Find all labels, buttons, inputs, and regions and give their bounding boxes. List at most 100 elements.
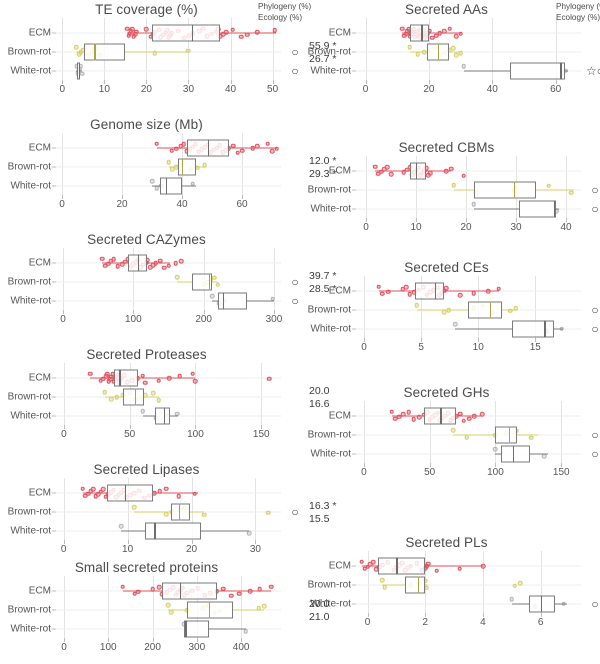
panel-title: TE coverage (%) — [95, 2, 198, 17]
data-point — [568, 190, 574, 196]
whisker-high — [190, 511, 205, 513]
whisker-high — [555, 603, 567, 605]
significance-marker: ○ — [291, 45, 299, 59]
panel-title: Secreted PLs — [405, 535, 488, 550]
data-point — [496, 286, 502, 291]
y-tick-mark — [52, 609, 56, 611]
gridline-vertical — [555, 18, 557, 84]
whisker-low — [495, 453, 501, 455]
y-tick-mark — [52, 51, 56, 53]
data-point — [359, 559, 365, 564]
boxplot-median — [544, 320, 546, 338]
x-axis-tick-label: 200 — [144, 642, 161, 653]
x-axis-tick-label: 20 — [116, 199, 128, 210]
panel-secreted-cazymes: Secreted CAZymes 0 100 200 300 ECM Brown-rot Wh… — [8, 232, 341, 336]
x-axis-tick-label: 0 — [60, 544, 67, 555]
data-point — [73, 44, 79, 50]
row-label-white-rot: White-rot — [10, 180, 51, 192]
data-point — [450, 45, 456, 51]
whisker-low — [156, 147, 187, 149]
x-axis-tick-label: 10 — [472, 342, 484, 353]
tick-mark — [133, 310, 135, 314]
data-point — [186, 48, 191, 54]
data-point — [157, 258, 163, 263]
gridline-vertical — [365, 18, 367, 84]
phylogeny-value: 12.0 * — [309, 154, 337, 167]
gridline-horizontal — [48, 281, 281, 283]
gridline-vertical — [540, 551, 542, 617]
data-point — [238, 34, 244, 40]
data-point — [265, 141, 270, 147]
boxplot-box — [495, 426, 517, 444]
data-point — [265, 510, 271, 515]
whisker-high — [137, 377, 196, 379]
data-point — [512, 583, 517, 588]
data-point — [528, 435, 534, 441]
x-axis-tick-label: 40 — [560, 222, 572, 233]
boxplot-median — [437, 43, 440, 61]
plot-area: 0 5 10 15 ECM Brown-rot White-rot ○ ○ — [308, 276, 599, 353]
tick-mark — [366, 218, 367, 222]
data-point — [154, 185, 159, 191]
boxplot-box — [409, 24, 429, 42]
ecology-value: 26.7 * — [309, 53, 337, 66]
row-label-white-rot: White-rot — [10, 623, 51, 635]
panel-statistics: 20.0 16.6 — [309, 385, 329, 412]
whisker-low — [142, 415, 155, 417]
row-label-white-rot: White-rot — [10, 65, 51, 77]
gridline-vertical — [62, 133, 63, 199]
x-axis-tick-label: 0 — [362, 84, 369, 95]
boxplot-median — [178, 503, 181, 521]
boxplot-median — [163, 407, 166, 425]
whisker-low — [381, 584, 406, 586]
whisker-high — [247, 300, 274, 302]
row-label-brown-rot: Brown-rot — [307, 184, 351, 196]
whisker-high — [147, 262, 170, 264]
data-point — [230, 143, 236, 148]
data-point — [108, 397, 114, 402]
data-point — [541, 453, 547, 459]
data-point — [461, 63, 467, 69]
panel-statistics: 20.0 21.0 — [309, 598, 329, 625]
data-point — [152, 50, 158, 56]
y-tick-mark — [52, 590, 56, 592]
boxplot-box — [151, 24, 220, 42]
data-point — [201, 512, 207, 518]
tick-mark — [63, 638, 65, 642]
data-point — [163, 486, 169, 492]
whisker-low — [76, 51, 85, 53]
tick-mark — [196, 638, 198, 642]
whisker-high — [456, 415, 483, 417]
data-point — [471, 201, 476, 207]
y-tick-mark — [352, 565, 356, 567]
boxplot-median — [222, 292, 225, 310]
boxplot-median — [182, 158, 184, 176]
x-axis-tick-label: 0 — [59, 84, 66, 95]
data-point — [509, 596, 515, 602]
significance-marker: ○ — [591, 321, 599, 336]
x-axis-tick-label: 150 — [252, 429, 270, 440]
stat-header-phylogeny: Phylogeny (%) — [258, 2, 312, 11]
plot-area: 0 100 200 300 ECM Brown-rot White-rot ○ ○ — [8, 248, 299, 325]
boxplot-box — [84, 43, 125, 61]
boxplot-median — [208, 601, 211, 619]
boxplot-box — [177, 158, 196, 176]
whisker-low — [455, 328, 513, 330]
x-axis-tick-label: 10 — [98, 84, 110, 95]
row-label-white-rot: White-rot — [310, 65, 351, 77]
tick-mark — [566, 218, 567, 222]
panel-genome-size-mb: Genome size (Mb) 0 20 40 60 ECM Brown-rot White… — [8, 117, 341, 221]
boxplot-box — [424, 407, 456, 425]
x-axis-tick-label: 40 — [486, 84, 498, 95]
row-label-white-rot: White-rot — [10, 295, 51, 307]
boxplot-median — [421, 24, 423, 42]
data-point — [169, 148, 174, 154]
boxplot-box — [191, 273, 213, 291]
boxplot-box — [467, 301, 503, 319]
tick-mark — [466, 218, 467, 222]
whisker-high — [170, 415, 179, 417]
whisker-high — [516, 434, 538, 436]
gridline-horizontal — [48, 166, 281, 168]
data-point — [190, 371, 196, 377]
